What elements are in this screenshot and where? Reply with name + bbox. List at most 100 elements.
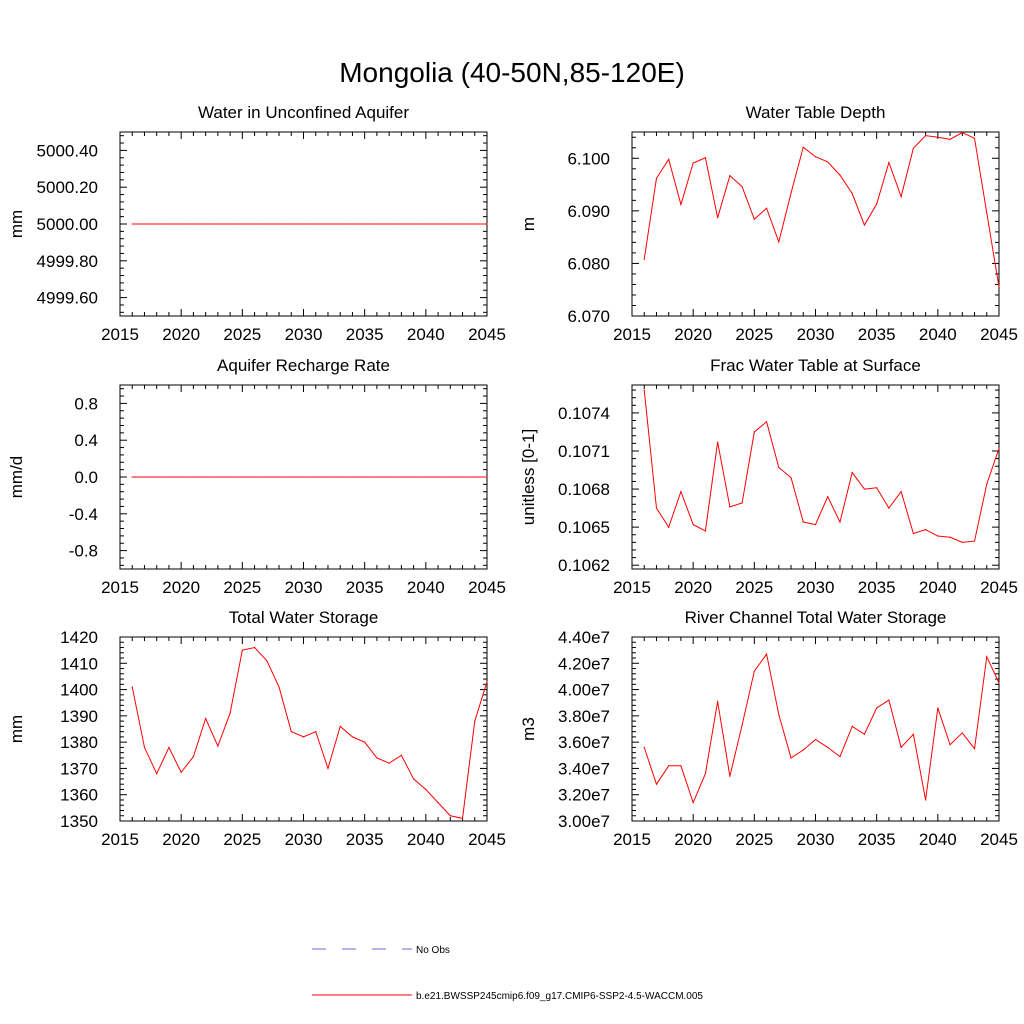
y-tick-label: 0.4 — [74, 431, 98, 450]
data-point — [925, 799, 927, 801]
data-point — [741, 724, 743, 726]
data-point — [973, 137, 976, 139]
data-point — [143, 223, 146, 225]
data-point — [925, 135, 927, 137]
data-point — [351, 736, 354, 738]
data-point — [900, 746, 902, 749]
y-axis-label: mm/d — [7, 456, 26, 499]
data-point — [765, 207, 768, 209]
data-point — [205, 476, 207, 478]
data-point — [229, 712, 231, 714]
data-point — [998, 447, 1000, 450]
series-line — [643, 390, 1000, 543]
data-point — [168, 223, 170, 225]
data-point — [437, 223, 439, 225]
data-point — [278, 686, 280, 688]
legend-obs-label: No Obs — [416, 945, 450, 956]
data-point — [655, 783, 658, 785]
data-point — [814, 156, 817, 158]
y-tick-label: 0.0 — [74, 468, 98, 487]
data-point — [425, 788, 427, 791]
data-point — [668, 158, 670, 160]
x-tick-label: 2045 — [468, 830, 506, 849]
x-tick-label: 2035 — [858, 325, 896, 344]
x-tick-label: 2030 — [797, 830, 835, 849]
x-tick-label: 2030 — [285, 830, 323, 849]
data-point — [266, 223, 268, 225]
data-point — [229, 223, 231, 225]
chart-river-channel-storage: River Channel Total Water Storage m3 2015 2… — [519, 608, 1018, 849]
chart-title: Water Table Depth — [746, 103, 886, 122]
data-point — [765, 653, 768, 655]
data-point — [704, 157, 707, 159]
data-point — [925, 529, 927, 531]
data-point — [949, 744, 951, 746]
x-tick-label: 2015 — [101, 830, 139, 849]
y-tick-label: 1360 — [60, 786, 98, 805]
x-tick-label: 2015 — [101, 325, 139, 344]
y-tick-label: 3.20e7 — [558, 786, 610, 805]
x-tick-label: 2035 — [346, 325, 384, 344]
y-tick-label: 5000.20 — [37, 178, 98, 197]
legend-model-label: b.e21.BWSSP245cmip6.f09_g17.CMIP6-SSP2-4… — [416, 991, 703, 1002]
data-point — [986, 656, 988, 658]
data-point — [156, 476, 158, 478]
data-point — [413, 476, 415, 478]
data-point — [192, 223, 194, 225]
data-point — [888, 507, 890, 509]
series-line — [643, 652, 1000, 805]
y-tick-label: 3.00e7 — [558, 812, 610, 831]
data-point — [643, 258, 645, 260]
data-point — [253, 223, 256, 225]
data-point — [156, 773, 158, 775]
data-point — [278, 223, 280, 225]
data-point — [413, 778, 415, 780]
data-point — [400, 754, 402, 756]
data-point — [241, 476, 243, 478]
data-point — [753, 431, 755, 433]
x-tick-label: 2030 — [285, 578, 323, 597]
data-point — [437, 476, 439, 478]
data-point — [986, 483, 988, 485]
data-point — [827, 496, 829, 498]
x-tick-label: 2040 — [407, 830, 445, 849]
x-tick-label: 2025 — [735, 578, 773, 597]
y-tick-label: 4.00e7 — [558, 681, 610, 700]
data-point — [888, 161, 890, 164]
y-tick-label: 5000.00 — [37, 215, 98, 234]
data-point — [266, 660, 268, 662]
data-point — [827, 746, 829, 749]
data-point — [717, 700, 719, 703]
y-axis-label: m3 — [519, 717, 538, 741]
y-axis-label: m — [519, 217, 538, 231]
data-point — [961, 541, 963, 543]
data-point — [949, 138, 951, 140]
y-tick-label: 0.1074 — [558, 404, 610, 423]
data-point — [753, 670, 755, 672]
data-point — [388, 223, 390, 225]
y-axis-label: mm — [7, 210, 26, 238]
data-point — [863, 224, 866, 226]
data-point — [315, 476, 317, 478]
x-tick-label: 2025 — [223, 830, 261, 849]
data-point — [486, 223, 488, 225]
data-point — [741, 502, 743, 504]
plot-frame — [631, 384, 1000, 570]
data-point — [461, 476, 464, 478]
data-point — [753, 218, 755, 220]
y-tick-label: 1390 — [60, 707, 98, 726]
data-point — [949, 536, 951, 538]
data-point — [717, 441, 719, 443]
y-tick-label: 1410 — [60, 654, 98, 673]
x-tick-label: 2045 — [980, 578, 1018, 597]
chart-unconfined-aquifer: Water in Unconfined Aquifer mm 2015 2020 202… — [7, 103, 506, 344]
x-tick-label: 2045 — [468, 578, 506, 597]
data-point — [851, 192, 853, 195]
data-point — [937, 136, 939, 138]
chart-title: Aquifer Recharge Rate — [217, 356, 390, 375]
data-point — [790, 192, 792, 194]
data-point — [241, 649, 243, 651]
data-point — [778, 241, 780, 243]
data-point — [998, 682, 1000, 684]
